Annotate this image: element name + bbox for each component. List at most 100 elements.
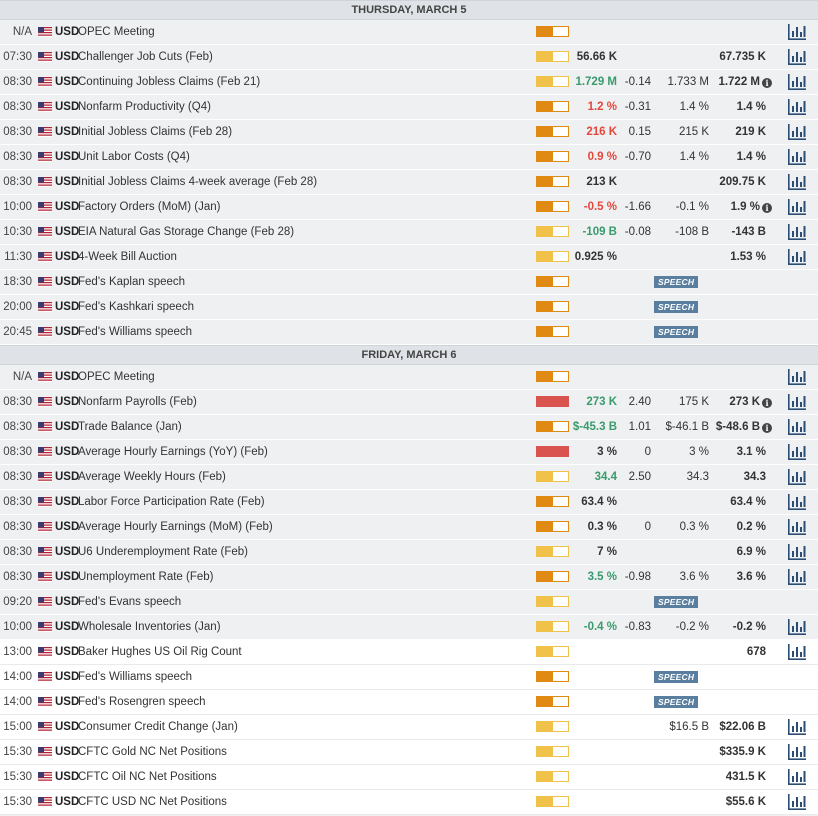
bar-chart-icon[interactable] [787,248,807,266]
event-row[interactable]: 11:30 USD 4-Week Bill Auction 0.925 % 1.… [0,245,818,270]
event-row[interactable]: 08:30 USD Initial Jobless Claims 4-week … [0,170,818,195]
event-name[interactable]: Continuing Jobless Claims (Feb 21) [78,76,261,88]
event-name[interactable]: Labor Force Participation Rate (Feb) [78,496,265,508]
event-row[interactable]: 08:30 USD Average Weekly Hours (Feb) 34.… [0,465,818,490]
event-name[interactable]: Fed's Williams speech [78,671,193,683]
info-icon[interactable]: i [762,398,772,408]
event-name[interactable]: Nonfarm Productivity (Q4) [78,101,211,113]
event-row[interactable]: 13:00 USD Baker Hughes US Oil Rig Count … [0,640,818,665]
bar-chart-icon[interactable] [787,543,807,561]
event-name[interactable]: CFTC Oil NC Net Positions [78,771,217,783]
event-time: 10:30 [3,226,32,238]
bar-chart-icon[interactable] [787,418,807,436]
bar-chart-icon[interactable] [787,743,807,761]
event-name[interactable]: Baker Hughes US Oil Rig Count [78,646,242,658]
event-name[interactable]: Fed's Williams speech [78,326,193,338]
event-name[interactable]: U6 Underemployment Rate (Feb) [78,546,249,558]
event-row[interactable]: 08:30 USD Average Hourly Earnings (MoM) … [0,515,818,540]
event-name[interactable]: Challenger Job Cuts (Feb) [78,51,213,63]
event-name[interactable]: Average Hourly Earnings (MoM) (Feb) [78,521,273,533]
event-name[interactable]: Initial Jobless Claims (Feb 28) [78,126,233,138]
event-name[interactable]: Fed's Evans speech [78,596,182,608]
event-row[interactable]: 07:30 USD Challenger Job Cuts (Feb) 56.6… [0,45,818,70]
bar-chart-icon[interactable] [787,368,807,386]
event-deviation [620,45,651,69]
us-flag-icon [38,597,52,607]
event-name[interactable]: Consumer Credit Change (Jan) [78,721,238,733]
info-icon[interactable]: i [762,78,772,88]
event-row[interactable]: 08:30 USD Average Hourly Earnings (YoY) … [0,440,818,465]
event-name[interactable]: CFTC USD NC Net Positions [78,796,227,808]
bar-chart-icon[interactable] [787,173,807,191]
info-icon[interactable]: i [762,203,772,213]
bar-chart-icon[interactable] [787,393,807,411]
impact-indicator [536,746,569,757]
event-row[interactable]: 08:30 USD Labor Force Participation Rate… [0,490,818,515]
event-name[interactable]: Fed's Rosengren speech [78,696,206,708]
event-name[interactable]: Unit Labor Costs (Q4) [78,151,190,163]
bar-chart-icon[interactable] [787,198,807,216]
event-row[interactable]: N/A USD OPEC Meeting [0,365,818,390]
event-row[interactable]: 14:00 USD Fed's Williams speech SPEECH [0,665,818,690]
bar-chart-icon[interactable] [787,493,807,511]
event-row[interactable]: 08:30 USD Initial Jobless Claims (Feb 28… [0,120,818,145]
bar-chart-icon[interactable] [787,148,807,166]
event-name[interactable]: Average Hourly Earnings (YoY) (Feb) [78,446,268,458]
event-previous: -0.2 % [715,615,766,639]
event-row[interactable]: 15:30 USD CFTC USD NC Net Positions $55.… [0,790,818,815]
event-name[interactable]: EIA Natural Gas Storage Change (Feb 28) [78,226,295,238]
event-row[interactable]: 18:30 USD Fed's Kaplan speech SPEECH [0,270,818,295]
event-row[interactable]: 08:30 USD Nonfarm Payrolls (Feb) 273 K 2… [0,390,818,415]
event-name[interactable]: 4-Week Bill Auction [78,251,177,263]
bar-chart-icon[interactable] [787,643,807,661]
event-name[interactable]: Trade Balance (Jan) [78,421,182,433]
event-name[interactable]: Wholesale Inventories (Jan) [78,621,221,633]
event-name[interactable]: CFTC Gold NC Net Positions [78,746,227,758]
event-row[interactable]: 08:30 USD Continuing Jobless Claims (Feb… [0,70,818,95]
bar-chart-icon[interactable] [787,518,807,536]
bar-chart-icon[interactable] [787,468,807,486]
event-name[interactable]: Unemployment Rate (Feb) [78,571,214,583]
bar-chart-icon[interactable] [787,23,807,41]
event-name[interactable]: Fed's Kashkari speech [78,301,194,313]
event-name[interactable]: OPEC Meeting [78,26,155,38]
event-row[interactable]: 08:30 USD Unemployment Rate (Feb) 3.5 % … [0,565,818,590]
event-name[interactable]: Average Weekly Hours (Feb) [78,471,226,483]
event-name[interactable]: Factory Orders (MoM) (Jan) [78,201,221,213]
event-deviation [620,490,651,514]
bar-chart-icon[interactable] [787,793,807,811]
event-actual [570,765,617,789]
info-icon[interactable]: i [762,423,772,433]
bar-chart-icon[interactable] [787,223,807,241]
event-time: 13:00 [3,646,32,658]
event-row[interactable]: 15:00 USD Consumer Credit Change (Jan) $… [0,715,818,740]
event-previous: 3.1 % [715,440,766,464]
event-row[interactable]: 08:30 USD Trade Balance (Jan) $-45.3 B 1… [0,415,818,440]
event-row[interactable]: 08:30 USD Nonfarm Productivity (Q4) 1.2 … [0,95,818,120]
bar-chart-icon[interactable] [787,73,807,91]
bar-chart-icon[interactable] [787,618,807,636]
event-name[interactable]: Initial Jobless Claims 4-week average (F… [78,176,318,188]
bar-chart-icon[interactable] [787,123,807,141]
event-row[interactable]: 15:30 USD CFTC Gold NC Net Positions $33… [0,740,818,765]
bar-chart-icon[interactable] [787,98,807,116]
event-row[interactable]: 20:45 USD Fed's Williams speech SPEECH [0,320,818,345]
event-name[interactable]: OPEC Meeting [78,371,155,383]
bar-chart-icon[interactable] [787,768,807,786]
event-row[interactable]: 10:00 USD Wholesale Inventories (Jan) -0… [0,615,818,640]
event-row[interactable]: 14:00 USD Fed's Rosengren speech SPEECH [0,690,818,715]
event-row[interactable]: 10:30 USD EIA Natural Gas Storage Change… [0,220,818,245]
event-row[interactable]: 08:30 USD U6 Underemployment Rate (Feb) … [0,540,818,565]
bar-chart-icon[interactable] [787,568,807,586]
event-row[interactable]: 09:20 USD Fed's Evans speech SPEECH [0,590,818,615]
event-row[interactable]: 10:00 USD Factory Orders (MoM) (Jan) -0.… [0,195,818,220]
bar-chart-icon[interactable] [787,718,807,736]
event-row[interactable]: 15:30 USD CFTC Oil NC Net Positions 431.… [0,765,818,790]
event-row[interactable]: 20:00 USD Fed's Kashkari speech SPEECH [0,295,818,320]
bar-chart-icon[interactable] [787,48,807,66]
event-name[interactable]: Nonfarm Payrolls (Feb) [78,396,197,408]
event-name[interactable]: Fed's Kaplan speech [78,276,186,288]
event-row[interactable]: N/A USD OPEC Meeting [0,20,818,45]
bar-chart-icon[interactable] [787,443,807,461]
event-row[interactable]: 08:30 USD Unit Labor Costs (Q4) 0.9 % -0… [0,145,818,170]
